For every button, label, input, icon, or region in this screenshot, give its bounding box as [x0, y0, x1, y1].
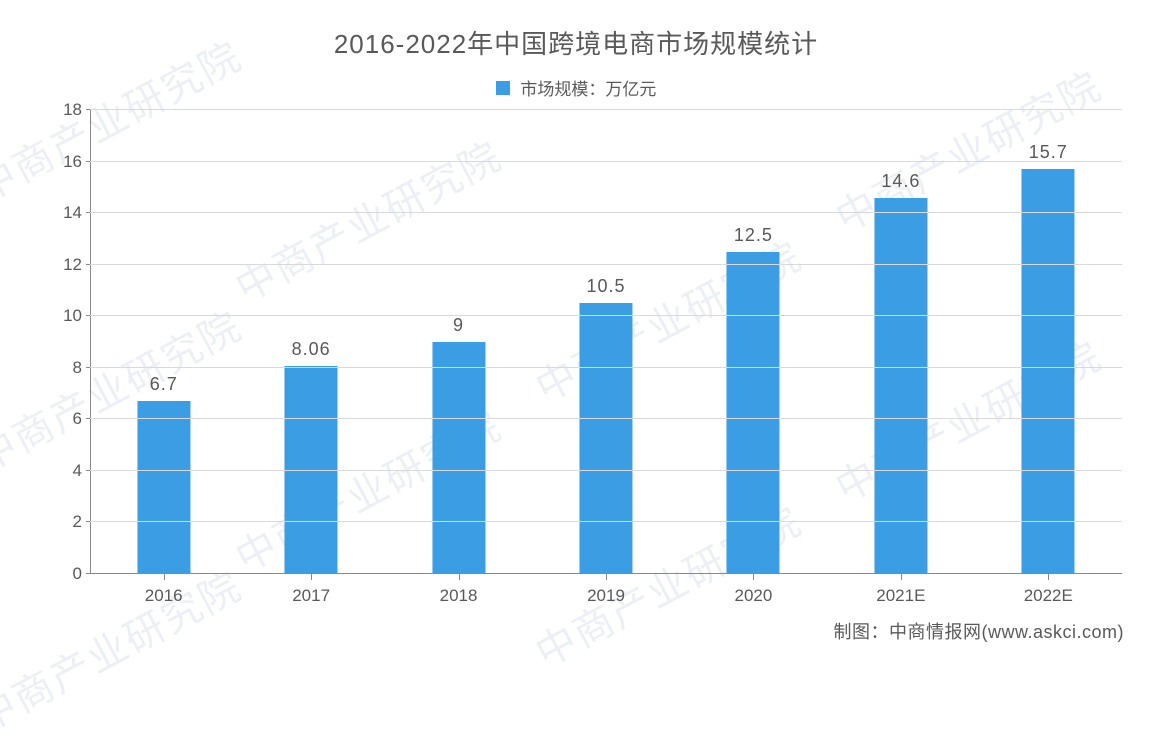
gridline [90, 212, 1122, 213]
x-tick-mark [753, 574, 754, 580]
legend-swatch [496, 81, 510, 95]
y-tick-label: 2 [42, 512, 82, 532]
bar-value-label: 9 [453, 315, 464, 336]
y-tick-label: 16 [42, 152, 82, 172]
bar-value-label: 8.06 [292, 339, 331, 360]
y-tick-label: 10 [42, 306, 82, 326]
bar-value-label: 14.6 [881, 171, 920, 192]
x-tick-mark [459, 574, 460, 580]
bar-value-label: 6.7 [150, 374, 178, 395]
bar: 12.5 [727, 252, 780, 574]
x-tick-label: 2021E [876, 586, 925, 606]
y-tick-label: 18 [42, 100, 82, 120]
x-tick-label: 2020 [735, 586, 773, 606]
x-tick-label: 2022E [1024, 586, 1073, 606]
gridline [90, 521, 1122, 522]
plot-area: 024681012141618 6.78.06910.512.514.615.7… [90, 110, 1122, 574]
bar: 6.7 [137, 401, 190, 574]
x-tick-mark [1048, 574, 1049, 580]
y-axis: 024681012141618 [42, 110, 90, 574]
gridline [90, 264, 1122, 265]
bar: 15.7 [1022, 169, 1075, 574]
x-tick-mark [606, 574, 607, 580]
x-tick-mark [164, 574, 165, 580]
x-tick-label: 2016 [145, 586, 183, 606]
bar: 10.5 [579, 303, 632, 574]
x-tick-mark [901, 574, 902, 580]
x-tick-label: 2018 [440, 586, 478, 606]
bar-value-label: 10.5 [586, 276, 625, 297]
chart-legend: 市场规模：万亿元 [30, 75, 1122, 100]
x-tick-label: 2017 [292, 586, 330, 606]
bar: 14.6 [874, 198, 927, 574]
legend-label: 市场规模：万亿元 [520, 80, 656, 99]
credit-line: 制图：中商情报网(www.askci.com) [833, 618, 1124, 644]
bars-layer: 6.7 8.06 9 10.5 12.5 14.6 15.7 [90, 110, 1122, 574]
bar: 9 [432, 342, 485, 574]
gridline [90, 109, 1122, 110]
x-tick-label: 2019 [587, 586, 625, 606]
y-tick-label: 6 [42, 409, 82, 429]
chart-title: 2016-2022年中国跨境电商市场规模统计 [30, 24, 1122, 61]
y-tick-label: 4 [42, 461, 82, 481]
chart-container: 2016-2022年中国跨境电商市场规模统计 市场规模：万亿元 0 2 4 6 8 10 1… [0, 0, 1152, 654]
gridline [90, 161, 1122, 162]
gridline [90, 470, 1122, 471]
gridline [90, 367, 1122, 368]
y-tick-label: 8 [42, 358, 82, 378]
y-tick-label: 0 [42, 564, 82, 584]
bar-value-label: 12.5 [734, 225, 773, 246]
gridline [90, 315, 1122, 316]
y-tick-label: 12 [42, 255, 82, 275]
y-tick-label: 14 [42, 203, 82, 223]
gridline [90, 418, 1122, 419]
x-tick-mark [311, 574, 312, 580]
